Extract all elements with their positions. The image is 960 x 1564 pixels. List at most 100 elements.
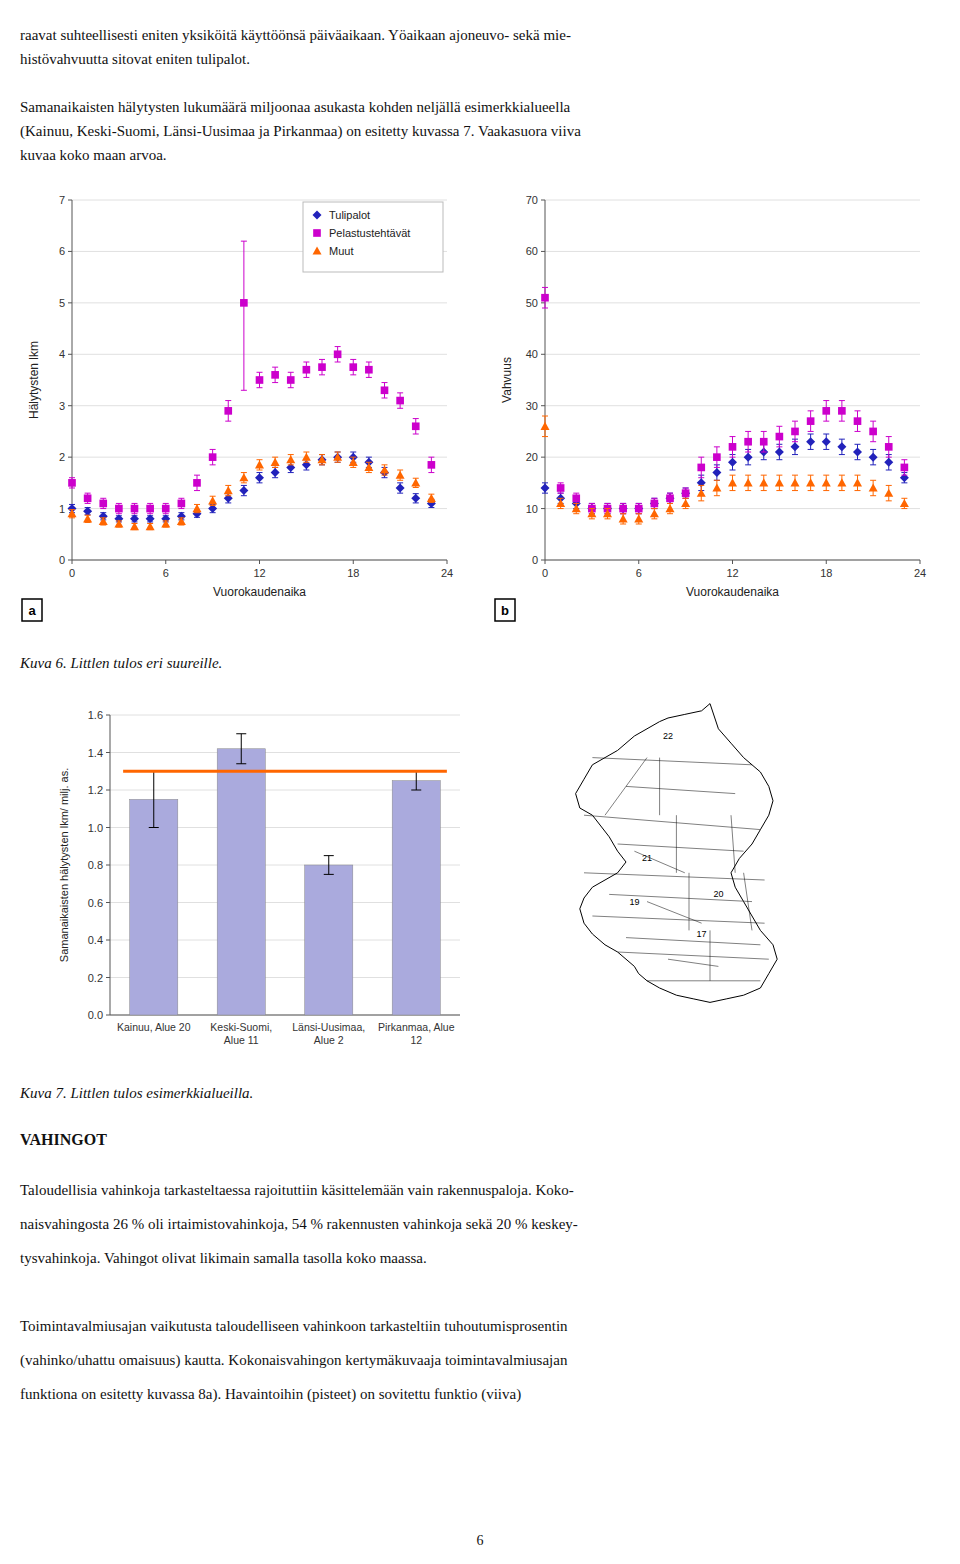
x-tick-label: 12 (253, 567, 265, 579)
legend-box (303, 202, 443, 272)
point (333, 453, 342, 461)
grid-line (110, 752, 460, 753)
point (209, 453, 217, 461)
grid-line (545, 200, 920, 201)
body-text: raavat suhteellisesti eniten yksiköitä k… (20, 27, 571, 43)
y-tick-label: 1.0 (88, 822, 103, 834)
region-boundary (647, 980, 760, 981)
point (256, 376, 264, 384)
point (681, 499, 690, 507)
point (650, 499, 659, 508)
x-tick (447, 560, 448, 564)
point (411, 494, 420, 503)
point (68, 509, 77, 517)
point (728, 478, 737, 486)
point (853, 478, 862, 486)
series (68, 241, 435, 514)
error-bar (667, 493, 673, 503)
error-bar (382, 383, 388, 398)
grid-line (72, 405, 447, 406)
x-tick-label: 12 (726, 567, 738, 579)
y-tick-label: 5 (59, 297, 65, 309)
y-tick-label: 1.4 (88, 747, 103, 759)
grid-line (72, 302, 447, 303)
x-tick-label-line: Alue 2 (314, 1034, 344, 1046)
grid-line (72, 200, 447, 201)
point (114, 520, 123, 528)
error-bar (319, 359, 325, 374)
point (240, 299, 248, 307)
y-tick-label: 1 (59, 503, 65, 515)
point (651, 500, 659, 508)
grid-line (545, 302, 920, 303)
point (869, 428, 877, 436)
y-axis (545, 200, 546, 560)
point (396, 397, 404, 405)
point (83, 507, 92, 516)
x-tick (165, 560, 166, 564)
body-text: naisvahingosta 26 % oli irtaimistovahink… (20, 1216, 578, 1232)
point (728, 458, 737, 467)
point (146, 514, 155, 523)
y-tick-label: 4 (59, 348, 65, 360)
point (427, 494, 436, 502)
point (255, 473, 264, 482)
point (130, 514, 139, 523)
point (83, 514, 92, 522)
plot-area (541, 287, 909, 524)
x-tick (826, 560, 827, 564)
y-tick (541, 251, 545, 252)
y-tick-label: 60 (526, 245, 538, 257)
body-text: (vahinko/uhattu omaisuus) kautta. Kokona… (20, 1352, 568, 1369)
point (650, 509, 659, 517)
y-tick (541, 200, 545, 201)
point (572, 494, 580, 502)
point (900, 499, 909, 507)
y-tick (541, 354, 545, 355)
region-boundary (584, 873, 765, 880)
error-bar (194, 475, 200, 490)
point (224, 486, 233, 494)
region-boundary (676, 815, 677, 873)
x-tick-label: 18 (820, 567, 832, 579)
point (396, 484, 405, 493)
point (712, 468, 721, 477)
error-bar (288, 372, 294, 387)
point (146, 505, 154, 513)
point (697, 489, 706, 497)
y-tick-label: 2 (59, 451, 65, 463)
error-bar (163, 503, 169, 513)
x-tick-label: 0 (542, 567, 548, 579)
grid-line (545, 251, 920, 252)
grid-line (72, 457, 447, 458)
scatter-chart: 0123456706121824VuorokaudenaikaHälytyste… (22, 194, 453, 621)
error-bar (683, 488, 689, 498)
error-bar (558, 483, 564, 493)
grid-line (72, 354, 447, 355)
region-boundary (626, 786, 735, 793)
series (541, 416, 909, 524)
legend: TulipalotPelastustehtävätMuut (303, 202, 443, 272)
caption: Kuva 6. Littlen tulos eri suureille. (19, 655, 222, 671)
bar-chart: 0.00.20.40.60.81.01.21.41.6Samanaikaiste… (58, 709, 460, 1046)
point (286, 455, 295, 463)
error-bar (236, 734, 246, 764)
error-bar (776, 426, 782, 447)
x-axis (72, 560, 447, 561)
point (224, 407, 232, 415)
error-bar (100, 498, 106, 508)
point (146, 522, 155, 530)
x-tick (732, 560, 733, 564)
y-tick (68, 251, 72, 252)
error-bar (823, 401, 829, 422)
region-boundary (659, 758, 660, 816)
x-tick (638, 560, 639, 564)
point (208, 496, 217, 504)
y-axis-label: Vahvuus (500, 357, 514, 403)
point (822, 437, 831, 446)
point (541, 484, 550, 493)
x-tick (72, 560, 73, 564)
y-tick (541, 560, 545, 561)
region-boundary (592, 758, 752, 765)
y-tick-label: 30 (526, 400, 538, 412)
